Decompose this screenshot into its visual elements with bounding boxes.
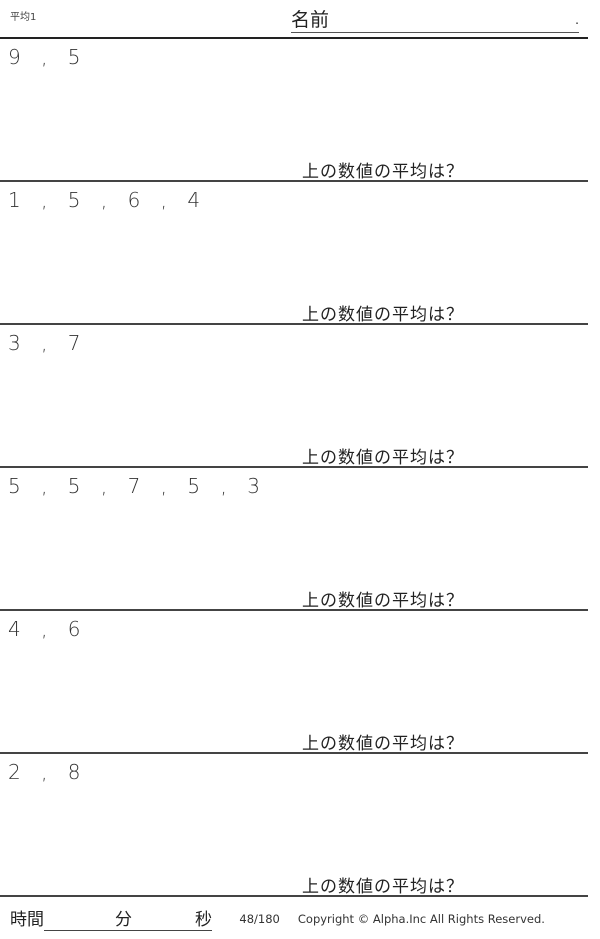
seconds-label: 秒 bbox=[195, 910, 212, 930]
header-divider bbox=[0, 37, 588, 39]
page-and-copyright: 48/180 Copyright © Alpha.Inc All Rights R… bbox=[239, 912, 545, 926]
page-number: 48/180 bbox=[239, 912, 280, 926]
minutes-field[interactable]: 分 bbox=[44, 905, 132, 931]
problem-numbers: 3 , 7 bbox=[8, 331, 81, 355]
problem-divider bbox=[0, 180, 588, 182]
problem-divider bbox=[0, 895, 588, 897]
problem-1: 9 , 5 上の数値の平均は？ bbox=[0, 39, 588, 182]
problem-divider bbox=[0, 752, 588, 754]
name-field[interactable]: 名前. bbox=[291, 8, 579, 33]
problem-numbers: 9 , 5 bbox=[8, 45, 81, 69]
problem-numbers: 4 , 6 bbox=[8, 617, 81, 641]
problem-question: 上の数値の平均は？ bbox=[302, 734, 464, 754]
name-label: 名前 bbox=[291, 9, 330, 31]
minutes-label: 分 bbox=[115, 910, 132, 930]
copyright-text: Copyright © Alpha.Inc All Rights Reserve… bbox=[297, 912, 545, 926]
problem-question: 上の数値の平均は？ bbox=[302, 162, 464, 182]
problem-question: 上の数値の平均は？ bbox=[302, 591, 464, 611]
name-end-dot: . bbox=[575, 13, 579, 27]
problem-numbers: 5 , 5 , 7 , 5 , 3 bbox=[8, 474, 260, 498]
problem-question: 上の数値の平均は？ bbox=[302, 448, 464, 468]
problem-numbers: 1 , 5 , 6 , 4 bbox=[8, 188, 201, 212]
problem-numbers: 2 , 8 bbox=[8, 760, 81, 784]
problem-4: 5 , 5 , 7 , 5 , 3 上の数値の平均は？ bbox=[0, 468, 588, 611]
problem-question: 上の数値の平均は？ bbox=[302, 305, 464, 325]
problem-divider bbox=[0, 323, 588, 325]
problem-6: 2 , 8 上の数値の平均は？ bbox=[0, 754, 588, 897]
problem-3: 3 , 7 上の数値の平均は？ bbox=[0, 325, 588, 468]
problem-divider bbox=[0, 609, 588, 611]
problem-divider bbox=[0, 466, 588, 468]
seconds-field[interactable]: 秒 bbox=[132, 905, 212, 931]
problem-5: 4 , 6 上の数値の平均は？ bbox=[0, 611, 588, 754]
worksheet-title: 平均1 bbox=[10, 12, 37, 23]
problem-question: 上の数値の平均は？ bbox=[302, 877, 464, 897]
footer: 時間 分 秒 48/180 Copyright © Alpha.Inc All Rig… bbox=[10, 905, 600, 931]
time-label: 時間 bbox=[10, 910, 44, 930]
problem-2: 1 , 5 , 6 , 4 上の数値の平均は？ bbox=[0, 182, 588, 325]
